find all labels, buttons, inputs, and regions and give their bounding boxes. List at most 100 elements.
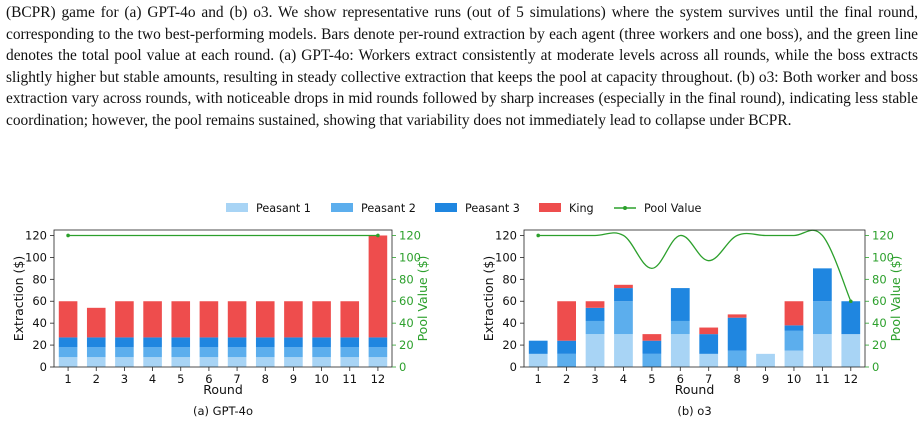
x-tick-label-6: 6 [205, 372, 212, 386]
bar-peasant-2-round-8 [727, 350, 747, 367]
bar-peasant-2-round-11 [812, 301, 832, 335]
legend-swatch-2 [331, 203, 353, 212]
x-axis-label: Round [203, 382, 243, 397]
y-tick-label-100: 100 [25, 250, 47, 264]
plot-frame [53, 229, 393, 368]
plot-frame [523, 229, 866, 368]
bar-peasant-3-round-11 [812, 268, 832, 302]
x-tick-label-3: 3 [591, 372, 598, 386]
bar-peasant-2-round-2 [86, 347, 106, 358]
bar-peasant-1-round-11 [340, 357, 360, 367]
y2-tick-label-20: 20 [399, 338, 414, 352]
bar-peasant-3-round-1 [528, 340, 548, 354]
bar-peasant-1-round-4 [143, 357, 162, 367]
x-tick-label-3: 3 [121, 372, 128, 386]
y-tick-label-120: 120 [495, 228, 517, 242]
y2-tick-label-120: 120 [872, 228, 894, 242]
y-tick-label-0: 0 [510, 360, 517, 374]
x-tick-label-8: 8 [733, 372, 740, 386]
bar-peasant-3-round-6 [199, 337, 219, 348]
bar-peasant-2-round-1 [58, 347, 78, 358]
bar-peasant-1-round-7 [699, 353, 719, 367]
bar-king-round-7 [699, 327, 719, 335]
bar-king-round-8 [727, 314, 747, 318]
bar-peasant-1-round-8 [255, 357, 275, 367]
x-tick-label-12: 12 [371, 372, 386, 386]
x-tick-label-2: 2 [93, 372, 100, 386]
bar-peasant-3-round-3 [585, 307, 605, 321]
bar-peasant-1-round-6 [199, 357, 219, 367]
pool-value-point-round-12 [376, 233, 380, 238]
bar-peasant-1-round-5 [171, 357, 191, 367]
bar-peasant-1-round-9 [756, 353, 775, 367]
bar-peasant-2-round-5 [642, 353, 662, 367]
bar-king-round-3 [585, 301, 605, 308]
y-tick-label-100: 100 [495, 250, 517, 264]
y2-tick-label-100: 100 [399, 250, 421, 264]
y2-tick-label-20: 20 [872, 338, 887, 352]
bar-king-round-10 [312, 301, 331, 338]
bar-peasant-2-round-12 [368, 347, 388, 358]
pool-value-point-round-12 [848, 299, 853, 304]
x-tick-label-6: 6 [677, 372, 684, 386]
x-tick-label-7: 7 [705, 372, 712, 386]
y2-tick-label-0: 0 [399, 360, 406, 374]
bar-peasant-3-round-8 [727, 317, 747, 351]
bar-peasant-2-round-10 [784, 330, 804, 351]
bar-king-round-4 [614, 284, 633, 289]
bar-peasant-1-round-7 [227, 357, 247, 367]
bar-peasant-3-round-8 [255, 337, 275, 348]
x-tick-label-1: 1 [64, 372, 71, 386]
x-axis-label: Round [675, 382, 715, 397]
bar-peasant-2-round-5 [171, 347, 191, 358]
x-tick-label-10: 10 [314, 372, 329, 386]
bar-peasant-1-round-12 [841, 334, 861, 367]
y2-tick-label-40: 40 [399, 316, 414, 330]
bar-king-round-6 [199, 301, 219, 338]
y-tick-label-20: 20 [32, 338, 47, 352]
bar-peasant-3-round-7 [699, 334, 719, 354]
legend-swatch-3 [435, 203, 457, 212]
y-axis-label: Extraction ($) [481, 256, 496, 342]
bar-peasant-2-round-4 [143, 347, 162, 358]
bar-peasant-3-round-12 [368, 337, 388, 348]
bar-king-round-5 [171, 301, 191, 338]
bar-peasant-1-round-1 [528, 353, 548, 367]
bar-peasant-2-round-8 [255, 347, 275, 358]
y-tick-label-20: 20 [502, 338, 517, 352]
x-tick-label-1: 1 [535, 372, 542, 386]
y-tick-label-60: 60 [32, 294, 47, 308]
x-tick-label-5: 5 [648, 372, 655, 386]
bar-peasant-1-round-11 [812, 334, 832, 367]
bar-king-round-12 [368, 235, 388, 338]
y2-tick-label-60: 60 [872, 294, 887, 308]
bar-peasant-3-round-5 [642, 340, 662, 354]
figure-caption: (BCPR) game for (a) GPT-4o and (b) o3. W… [6, 2, 918, 132]
bar-peasant-1-round-3 [585, 334, 605, 367]
x-tick-label-4: 4 [620, 372, 627, 386]
legend-swatch-1 [226, 203, 248, 212]
bar-peasant-2-round-10 [312, 347, 331, 358]
bar-peasant-3-round-9 [284, 337, 303, 348]
bar-peasant-3-round-2 [86, 337, 106, 348]
bar-king-round-4 [143, 301, 162, 338]
bar-king-round-8 [255, 301, 275, 338]
bar-peasant-2-round-6 [199, 347, 219, 358]
y2-tick-label-40: 40 [872, 316, 887, 330]
y-tick-label-80: 80 [32, 272, 47, 286]
x-tick-label-11: 11 [342, 372, 357, 386]
x-tick-label-2: 2 [563, 372, 570, 386]
bar-peasant-2-round-7 [227, 347, 247, 358]
y-tick-label-120: 120 [25, 228, 47, 242]
bar-peasant-1-round-4 [614, 334, 633, 367]
pool-value-point-round-1 [536, 233, 541, 238]
bar-peasant-2-round-9 [284, 347, 303, 358]
subplot-title: (b) o3 [677, 404, 711, 418]
y2-tick-label-0: 0 [872, 360, 879, 374]
bar-peasant-2-round-6 [670, 320, 690, 335]
pool-value-point-round-1 [66, 233, 70, 238]
bar-peasant-3-round-11 [340, 337, 360, 348]
x-tick-label-9: 9 [762, 372, 769, 386]
